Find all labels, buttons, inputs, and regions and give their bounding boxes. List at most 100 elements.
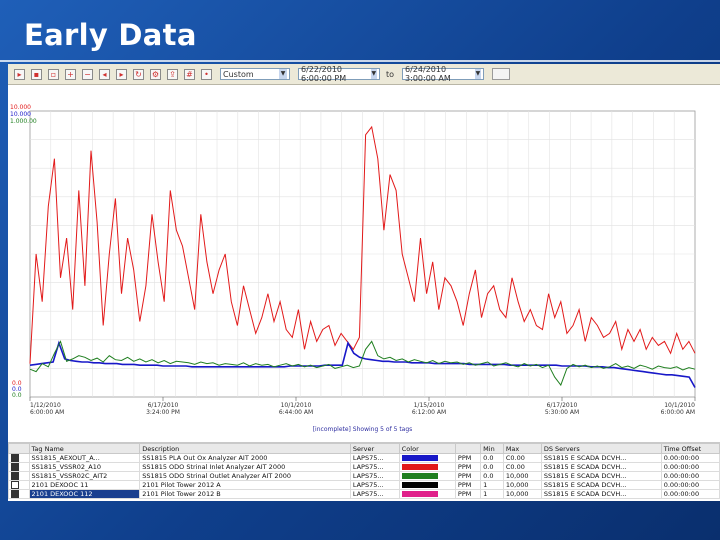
zoom-in-icon[interactable]: + [65, 68, 76, 80]
pan-right-icon[interactable]: ▸ [116, 68, 127, 80]
table-row[interactable]: 2101 DEXOOC 11 2101 Pilot Tower 2012 A LAP… [8, 480, 720, 490]
table-cell: SS1815 ODO Strinal Outlet Analyzer AIT 2… [139, 471, 351, 481]
table-cell: 10,000 [502, 480, 542, 490]
table-cell: 0.00:00:00 [660, 489, 720, 499]
tag-checkbox[interactable] [11, 490, 19, 498]
table-row[interactable]: SS1815_AEXOUT_A... SS1815 PLA Out Ox Anal… [8, 453, 720, 463]
settings-icon[interactable]: ⚙ [150, 68, 161, 80]
tag-checkbox[interactable] [11, 454, 19, 462]
column-header[interactable]: Color [398, 443, 456, 454]
column-header[interactable]: DS Servers [540, 443, 662, 454]
table-cell: PPM [454, 480, 482, 490]
column-header[interactable]: Min [480, 443, 504, 454]
x-tick-label: 1/15/2010 [414, 402, 445, 409]
tag-checkbox[interactable] [11, 481, 19, 489]
table-cell: LAPS75... [349, 480, 400, 490]
x-tick-label: 5:30:00 AM [545, 409, 579, 416]
chevron-down-icon: ▼ [370, 69, 377, 79]
save-icon[interactable]: ▪ [31, 68, 42, 80]
start-time-field[interactable]: 6/22/2010 6:00:00 PM ▼ [298, 65, 380, 83]
tag-checkbox[interactable] [11, 472, 19, 480]
pan-left-icon[interactable]: ◂ [99, 68, 110, 80]
column-header[interactable]: Description [139, 443, 351, 454]
color-swatch[interactable] [401, 464, 438, 470]
table-cell: PPM [454, 489, 482, 499]
table-cell: SS1815 E SCADA DCVH... [540, 489, 662, 499]
table-cell: 0.00:00:00 [660, 462, 720, 472]
tag-checkbox[interactable] [11, 463, 19, 471]
table-cell: SS1815 ODO Strinal Inlet Analyzer AIT 20… [139, 462, 351, 472]
end-time-value: 6/24/2010 3:00:00 AM [405, 65, 451, 83]
chevron-down-icon: ▼ [279, 69, 287, 79]
start-time-value: 6/22/2010 6:00:00 PM [301, 65, 347, 83]
x-tick-label: 3:24:00 PM [146, 409, 180, 416]
zoom-out-icon[interactable]: − [82, 68, 93, 80]
table-cell: 0.0 [480, 453, 504, 463]
period-select[interactable]: Custom ▼ [220, 68, 290, 80]
table-row[interactable]: 2101 DEXOOC 112 2101 Pilot Tower 2012 B LA… [8, 489, 720, 499]
y-axis-bottom-label: 0.0 [12, 392, 22, 399]
y-axis-bottom-label: 0.0 [12, 380, 22, 387]
table-cell [398, 453, 456, 463]
series-layer [29, 125, 696, 388]
grid-icon[interactable]: # [184, 68, 195, 80]
x-tick-label: 1/12/2010 [30, 402, 61, 409]
color-swatch[interactable] [401, 491, 438, 497]
table-cell: 2101 Pilot Tower 2012 A [139, 480, 351, 490]
table-cell: 2101 Pilot Tower 2012 B [139, 489, 351, 499]
table-cell: 0.00:00:00 [660, 480, 720, 490]
table-cell: PPM [454, 462, 482, 472]
refresh-icon[interactable]: ↻ [133, 68, 144, 80]
go-button[interactable] [492, 68, 511, 80]
table-row[interactable]: SS1815_VSSR02C_AIT2 SS1815 ODO Strinal Ou… [8, 471, 720, 481]
table-cell [8, 453, 30, 463]
table-cell: SS1815 E SCADA DCVH... [540, 471, 662, 481]
table-cell: 0.00:00:00 [660, 471, 720, 481]
table-cell: C0.00 [502, 453, 542, 463]
color-swatch[interactable] [401, 473, 438, 479]
table-cell: 2101 DEXOOC 11 [28, 480, 141, 490]
column-header[interactable]: Tag Name [28, 443, 141, 454]
table-cell [398, 489, 456, 499]
export-icon[interactable]: ⇪ [167, 68, 178, 80]
table-cell: SS1815 E SCADA DCVH... [540, 462, 662, 472]
table-cell: 10,000 [502, 489, 542, 499]
table-cell: SS1815 PLA Out Ox Analyzer AIT 2000 [139, 453, 351, 463]
table-cell [8, 489, 30, 499]
column-header[interactable] [454, 443, 482, 454]
table-header-row: Tag Name Description Server Color Min Max DS S… [8, 443, 720, 454]
column-header[interactable]: Server [349, 443, 400, 454]
table-cell: LAPS75... [349, 489, 400, 499]
table-cell: 1 [480, 480, 504, 490]
color-swatch[interactable] [401, 455, 438, 461]
table-cell: LAPS75... [349, 453, 400, 463]
end-time-field[interactable]: 6/24/2010 3:00:00 AM ▼ [402, 65, 485, 83]
chart-grid [29, 110, 696, 398]
column-header[interactable]: Max [502, 443, 542, 454]
y-axis-top-label: 10.000 [10, 111, 31, 118]
slide-title: Early Data [24, 18, 197, 52]
table-cell: 10,000 [502, 471, 542, 481]
table-cell: 0.0 [480, 462, 504, 472]
table-cell: SS1815 E SCADA DCVH... [540, 453, 662, 463]
print-icon[interactable]: ▫ [48, 68, 59, 80]
table-cell [8, 471, 30, 481]
trend-chart[interactable]: 10.00010.0001.000.000.00.00.01/12/20106:… [8, 85, 720, 458]
chart-footer-text: [incomplete] Showing 5 of 5 tags [313, 426, 413, 433]
table-cell [8, 462, 30, 472]
x-tick-label: 6/17/2010 [148, 402, 179, 409]
table-cell: SS1815 E SCADA DCVH... [540, 480, 662, 490]
table-row[interactable]: SS1815_VSSR02_A10 SS1815 ODO Strinal Inle… [8, 462, 720, 472]
chevron-down-icon: ▼ [474, 69, 482, 79]
open-icon[interactable]: ▸ [14, 68, 25, 80]
tag-table: Tag Name Description Server Color Min Max DS S… [8, 442, 720, 501]
column-header[interactable] [8, 443, 30, 454]
color-swatch[interactable] [401, 482, 438, 488]
y-axis-top-label: 1.000.00 [10, 118, 37, 125]
pin-icon[interactable]: • [201, 68, 212, 80]
table-cell: SS1815_VSSR02C_AIT2 [28, 471, 141, 481]
x-tick-label: 6/17/2010 [547, 402, 578, 409]
x-tick-label: 6:44:00 AM [279, 409, 313, 416]
column-header[interactable]: Time Offset [660, 443, 720, 454]
table-cell [398, 462, 456, 472]
